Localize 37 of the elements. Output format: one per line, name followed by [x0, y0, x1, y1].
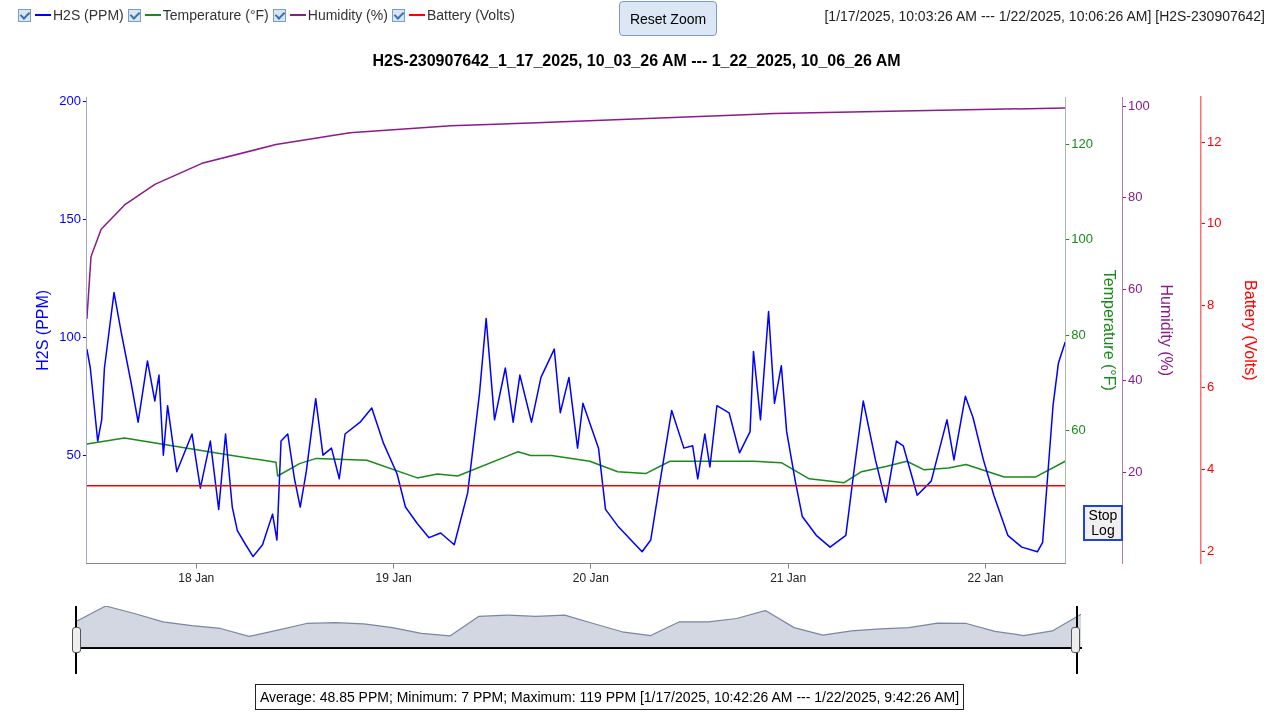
x-tick-label: 18 Jan	[178, 571, 215, 586]
y-tick-label: 2	[1207, 542, 1215, 558]
x-tick-label: 22 Jan	[967, 571, 1004, 586]
y-tick-label: 6	[1207, 379, 1215, 395]
y-tick-label: 12	[1207, 133, 1222, 149]
y-tick-label: 10	[1207, 215, 1222, 231]
legend-label: H2S (PPM)	[53, 7, 124, 23]
y3-tick-label: 80	[1128, 189, 1143, 205]
y-tick-label: 50	[66, 446, 81, 462]
x-tick-label: 21 Jan	[770, 571, 807, 586]
chart-title: H2S-230907642_1_17_2025, 10_03_26 AM --- 1_22_2025, 10_06_26 AM	[371, 52, 902, 70]
reset-zoom-button: Reset Zoom	[619, 1, 717, 36]
legend-label: Battery (Volts)	[426, 7, 515, 23]
text: [1/17/2025, 10:03:26 AM --- 1/22/2025, 10:06:26 AM] [H2S-230907642]	[824, 8, 1265, 24]
y3-tick-label: 60	[1128, 280, 1143, 296]
text: Average: 48.85 PPM; Minimum: 7 PPM; Maximum: 119 PPM [1/17/2025, 10:42:26 AM --- 1/22/2025, 9:42:26 AM]	[255, 684, 965, 710]
y2-tick-label: 60	[1071, 421, 1086, 437]
y-tick-label: 8	[1207, 297, 1215, 313]
y3-tick-label: 40	[1128, 372, 1143, 388]
y-axis-title: H2S (PPM)	[34, 289, 52, 371]
y3-axis-title: Humidity (%)	[1157, 284, 1175, 377]
y3-tick-label: 100	[1128, 97, 1150, 113]
x-tick-label: 20 Jan	[572, 571, 609, 586]
y-tick-label: 200	[59, 93, 81, 109]
y-tick-label: 150	[59, 211, 81, 227]
y-tick-label: 100	[59, 328, 81, 344]
stop-log-button: Stop Log	[1083, 505, 1123, 541]
y2-axis-title: Temperature (°F)	[1101, 269, 1119, 391]
legend-label: Temperature (°F)	[162, 7, 269, 23]
y2-tick-label: 120	[1071, 136, 1093, 152]
y3-tick-label: 20	[1128, 463, 1143, 479]
y-axis-title: Battery (Volts)	[1241, 280, 1259, 381]
legend-label: Humidity (%)	[307, 7, 388, 23]
x-tick-label: 19 Jan	[375, 571, 412, 586]
y2-tick-label: 80	[1071, 326, 1086, 342]
y2-tick-label: 100	[1071, 231, 1093, 247]
y-tick-label: 4	[1207, 461, 1215, 477]
